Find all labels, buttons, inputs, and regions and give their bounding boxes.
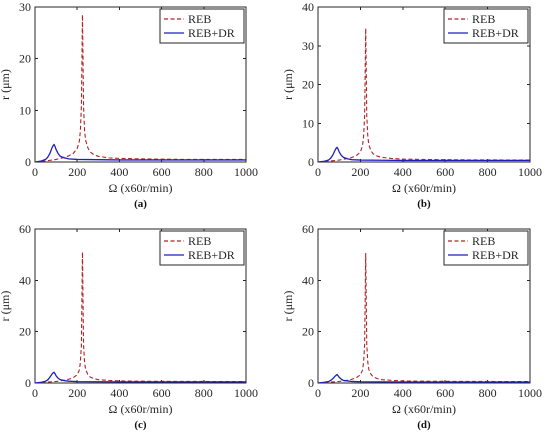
x-tick-label: 1000 <box>234 386 258 400</box>
legend-box <box>159 8 245 44</box>
x-tick-label: 1000 <box>518 386 542 400</box>
x-tick-label: 0 <box>32 165 38 179</box>
plot-area-frame <box>317 228 531 384</box>
x-tick-label: 0 <box>315 165 321 179</box>
y-axis-label: r (μm) <box>0 291 12 322</box>
y-tick-label: 40 <box>302 273 314 287</box>
panel-label: (a) <box>134 198 147 210</box>
y-tick-label: 30 <box>19 0 31 14</box>
x-axis-label: Ω (x60r/min) <box>109 181 173 195</box>
legend-entry: REB+DR <box>472 26 519 40</box>
plot-area-frame <box>34 228 247 384</box>
chart-panel: 0 200 400 600 800 1000 0 10 20 30 Ω (x60r/min) r (μ… <box>0 0 258 210</box>
legend-entry: REB+DR <box>188 248 235 262</box>
x-tick-label: 800 <box>479 165 497 179</box>
y-tick-label: 0 <box>25 376 31 390</box>
x-tick-label: 800 <box>195 386 213 400</box>
series-line-reb <box>35 14 246 162</box>
series-line-reb <box>318 252 530 383</box>
x-tick-label: 400 <box>394 386 412 400</box>
x-tick-label: 400 <box>110 165 128 179</box>
x-tick-label: 600 <box>436 165 454 179</box>
legend-entry: REB <box>472 234 495 248</box>
y-tick-label: 20 <box>302 78 314 92</box>
chart-panel: 0 200 400 600 800 1000 0 20 40 60 Ω (x60r/min) r (μ… <box>281 222 542 431</box>
y-tick-label: 40 <box>19 273 31 287</box>
x-axis-label: Ω (x60r/min) <box>109 402 173 416</box>
y-tick-label: 10 <box>19 103 31 117</box>
x-tick-label: 200 <box>351 386 369 400</box>
x-tick-label: 200 <box>68 386 86 400</box>
x-tick-label: 1000 <box>518 165 542 179</box>
legend-box <box>443 230 529 266</box>
y-tick-label: 20 <box>19 325 31 339</box>
x-tick-label: 600 <box>153 165 171 179</box>
y-tick-label: 20 <box>302 325 314 339</box>
y-tick-label: 30 <box>302 39 314 53</box>
legend-entry: REB <box>472 12 495 26</box>
x-tick-label: 400 <box>110 386 128 400</box>
legend-box <box>159 230 245 266</box>
series-line-reb-dr <box>35 143 246 162</box>
legend-entry: REB <box>188 12 211 26</box>
x-tick-label: 800 <box>195 165 213 179</box>
legend-box <box>443 8 529 44</box>
x-tick-label: 600 <box>153 386 171 400</box>
x-tick-label: 200 <box>351 165 369 179</box>
series-line-reb-dr <box>318 146 530 162</box>
plot-area-frame <box>34 6 247 163</box>
x-tick-label: 400 <box>394 165 412 179</box>
panel-label: (d) <box>417 419 431 431</box>
chart-panel: 0 200 400 600 800 1000 0 10 20 30 40 Ω (x60r/min) r … <box>281 0 542 210</box>
y-tick-label: 20 <box>19 52 31 66</box>
x-tick-label: 0 <box>315 386 321 400</box>
x-tick-label: 800 <box>479 386 497 400</box>
panel-label: (c) <box>134 419 147 431</box>
series-line-reb-dr <box>35 371 246 383</box>
y-tick-label: 0 <box>308 155 314 169</box>
y-tick-label: 60 <box>19 222 31 236</box>
legend-entry: REB+DR <box>188 26 235 40</box>
x-tick-label: 0 <box>32 386 38 400</box>
series-line-reb <box>35 251 246 383</box>
series-line-reb-dr <box>318 373 530 383</box>
x-axis-label: Ω (x60r/min) <box>392 181 456 195</box>
x-tick-label: 200 <box>68 165 86 179</box>
y-axis-label: r (μm) <box>281 291 295 322</box>
y-tick-label: 40 <box>302 0 314 14</box>
series-line-reb <box>318 27 530 162</box>
y-axis-label: r (μm) <box>281 69 295 100</box>
chart-panel: 0 200 400 600 800 1000 0 20 40 60 Ω (x60r/min) r (μ… <box>0 222 258 431</box>
x-tick-label: 600 <box>436 386 454 400</box>
legend-entry: REB+DR <box>472 248 519 262</box>
y-tick-label: 0 <box>25 155 31 169</box>
y-tick-label: 0 <box>308 376 314 390</box>
legend-entry: REB <box>188 234 211 248</box>
y-tick-label: 60 <box>302 222 314 236</box>
panel-label: (b) <box>417 198 431 210</box>
y-tick-label: 10 <box>302 116 314 130</box>
y-axis-label: r (μm) <box>0 69 12 100</box>
x-tick-label: 1000 <box>234 165 258 179</box>
x-axis-label: Ω (x60r/min) <box>392 402 456 416</box>
